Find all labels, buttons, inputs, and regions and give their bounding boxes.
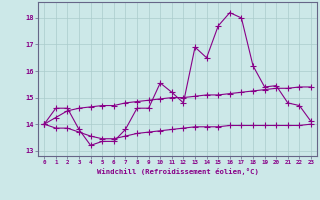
X-axis label: Windchill (Refroidissement éolien,°C): Windchill (Refroidissement éolien,°C) <box>97 168 259 175</box>
